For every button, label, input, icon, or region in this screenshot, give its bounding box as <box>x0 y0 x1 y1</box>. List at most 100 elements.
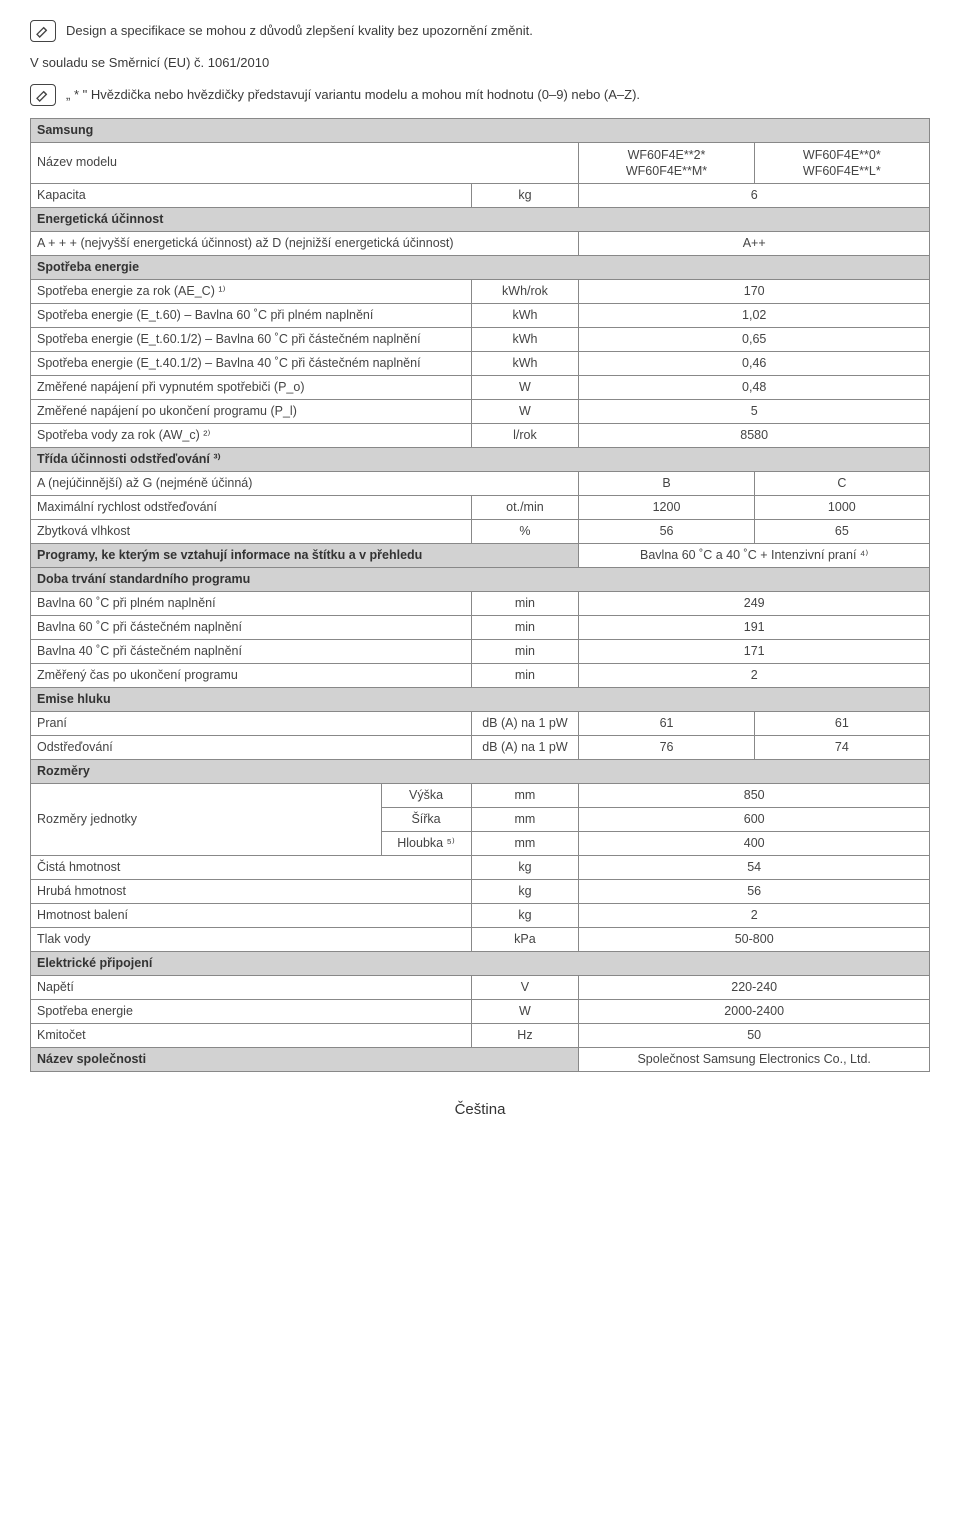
unit: kWh <box>471 328 579 352</box>
sub-label: Šířka <box>381 808 471 832</box>
row-label: Spotřeba energie <box>31 1000 472 1024</box>
unit: min <box>471 616 579 640</box>
value: Společnost Samsung Electronics Co., Ltd. <box>579 1048 930 1072</box>
row-label: Kapacita <box>31 184 472 208</box>
row-label: Hmotnost balení <box>31 904 472 928</box>
unit: W <box>471 1000 579 1024</box>
row-label: Napětí <box>31 976 472 1000</box>
value: 76 <box>579 736 754 760</box>
value: 5 <box>579 400 930 424</box>
value: 56 <box>579 520 754 544</box>
value: 171 <box>579 640 930 664</box>
note-design-change: Design a specifikace se mohou z důvodů z… <box>30 20 930 42</box>
model-col-1: WF60F4E**2*WF60F4E**M* <box>579 142 754 184</box>
value: 1,02 <box>579 304 930 328</box>
value: 850 <box>579 784 930 808</box>
pencil-note-icon <box>30 84 56 106</box>
unit: kWh/rok <box>471 280 579 304</box>
value: 50-800 <box>579 928 930 952</box>
value: 220-240 <box>579 976 930 1000</box>
row-label: Název modelu <box>31 142 579 184</box>
value: 1000 <box>754 496 929 520</box>
row-label: Spotřeba vody za rok (AW_c) ²⁾ <box>31 424 472 448</box>
value: 74 <box>754 736 929 760</box>
row-label: Bavlna 40 ˚C při částečném naplnění <box>31 640 472 664</box>
value: 1200 <box>579 496 754 520</box>
row-label: A (nejúčinnější) až G (nejméně účinná) <box>31 472 579 496</box>
unit: mm <box>471 808 579 832</box>
value: 61 <box>754 712 929 736</box>
footer-language: Čeština <box>30 1100 930 1120</box>
section-samsung: Samsung <box>31 118 930 142</box>
unit: kWh <box>471 352 579 376</box>
value: 0,46 <box>579 352 930 376</box>
compliance-text: V souladu se Směrnicí (EU) č. 1061/2010 <box>30 54 930 72</box>
value: 8580 <box>579 424 930 448</box>
unit: W <box>471 400 579 424</box>
row-label: Spotřeba energie (E_t.60) – Bavlna 60 ˚C… <box>31 304 472 328</box>
spec-table: Samsung Název modelu WF60F4E**2*WF60F4E*… <box>30 118 930 1073</box>
row-label: Zbytková vlhkost <box>31 520 472 544</box>
row-label: Spotřeba energie za rok (AE_C) ¹⁾ <box>31 280 472 304</box>
row-label: Změřené napájení při vypnutém spotřebiči… <box>31 376 472 400</box>
row-label: Kmitočet <box>31 1024 472 1048</box>
section-consumption: Spotřeba energie <box>31 256 930 280</box>
section-electrical: Elektrické připojení <box>31 952 930 976</box>
note-text: Design a specifikace se mohou z důvodů z… <box>66 20 533 40</box>
row-label: Bavlna 60 ˚C při plném naplnění <box>31 592 472 616</box>
unit: ot./min <box>471 496 579 520</box>
unit: kg <box>471 880 579 904</box>
value: Bavlna 60 ˚C a 40 ˚C + Intenzivní praní … <box>579 544 930 568</box>
value: 56 <box>579 880 930 904</box>
row-label: Název společnosti <box>31 1048 579 1072</box>
row-label: Rozměry jednotky <box>31 784 382 856</box>
section-spin-class: Třída účinnosti odstřeďování ³⁾ <box>31 448 930 472</box>
unit: mm <box>471 784 579 808</box>
unit: kg <box>471 856 579 880</box>
unit: dB (A) na 1 pW <box>471 712 579 736</box>
value: 249 <box>579 592 930 616</box>
value: B <box>579 472 754 496</box>
unit: min <box>471 592 579 616</box>
unit: V <box>471 976 579 1000</box>
value: 170 <box>579 280 930 304</box>
row-label: Praní <box>31 712 472 736</box>
value: 0,65 <box>579 328 930 352</box>
row-label: Maximální rychlost odstřeďování <box>31 496 472 520</box>
section-duration: Doba trvání standardního programu <box>31 568 930 592</box>
row-label: Spotřeba energie (E_t.60.1/2) – Bavlna 6… <box>31 328 472 352</box>
note-asterisk: „ * " Hvězdička nebo hvězdičky představu… <box>30 84 930 106</box>
row-label: Tlak vody <box>31 928 472 952</box>
unit: min <box>471 640 579 664</box>
unit: kg <box>471 184 579 208</box>
pencil-note-icon <box>30 20 56 42</box>
row-label: Čistá hmotnost <box>31 856 472 880</box>
section-dims: Rozměry <box>31 760 930 784</box>
value: 600 <box>579 808 930 832</box>
unit: kWh <box>471 304 579 328</box>
unit: mm <box>471 832 579 856</box>
value: 61 <box>579 712 754 736</box>
note-text: „ * " Hvězdička nebo hvězdičky představu… <box>66 84 640 104</box>
value: 65 <box>754 520 929 544</box>
value: C <box>754 472 929 496</box>
row-label: A + + + (nejvyšší energetická účinnost) … <box>31 232 579 256</box>
value: 191 <box>579 616 930 640</box>
value: 50 <box>579 1024 930 1048</box>
value: A++ <box>579 232 930 256</box>
row-label: Hrubá hmotnost <box>31 880 472 904</box>
value: 54 <box>579 856 930 880</box>
row-label: Odstřeďování <box>31 736 472 760</box>
value: 6 <box>579 184 930 208</box>
sub-label: Výška <box>381 784 471 808</box>
value: 0,48 <box>579 376 930 400</box>
value: 400 <box>579 832 930 856</box>
section-noise: Emise hluku <box>31 688 930 712</box>
unit: dB (A) na 1 pW <box>471 736 579 760</box>
unit: W <box>471 376 579 400</box>
sub-label: Hloubka ⁵⁾ <box>381 832 471 856</box>
row-label: Spotřeba energie (E_t.40.1/2) – Bavlna 4… <box>31 352 472 376</box>
unit: Hz <box>471 1024 579 1048</box>
unit: % <box>471 520 579 544</box>
row-label: Změřené napájení po ukončení programu (P… <box>31 400 472 424</box>
